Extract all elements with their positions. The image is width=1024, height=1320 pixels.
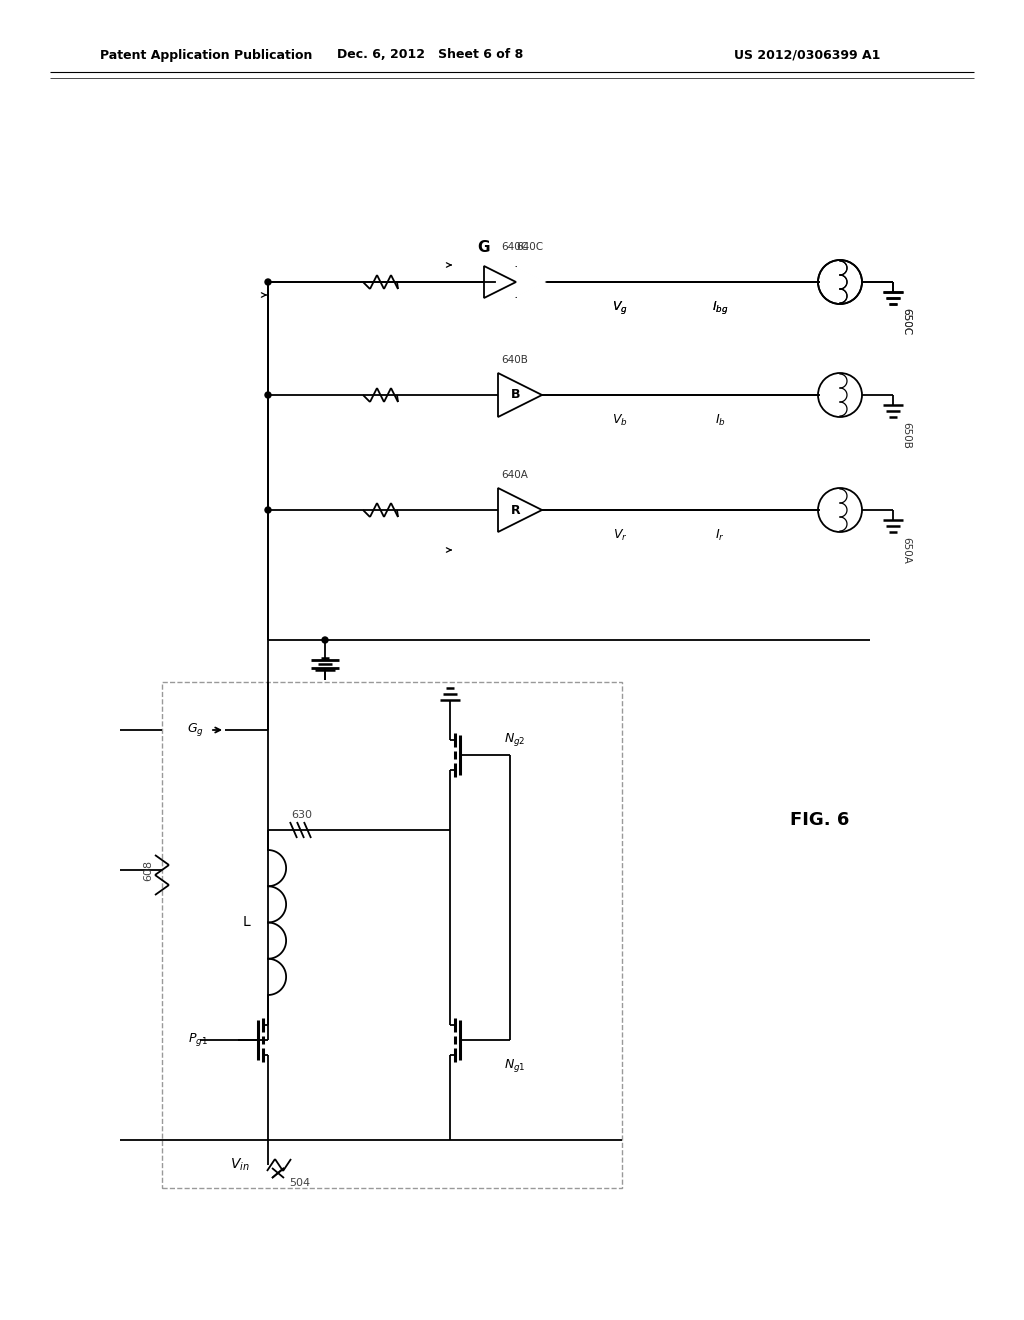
Text: R: R (511, 503, 521, 516)
Text: $I_{bg}$: $I_{bg}$ (712, 298, 728, 315)
Text: $G_g$: $G_g$ (186, 722, 204, 738)
Text: 650A: 650A (901, 536, 911, 564)
Text: 650B: 650B (901, 421, 911, 449)
Text: $V_{in}$: $V_{in}$ (230, 1156, 250, 1173)
Text: 504: 504 (290, 1177, 310, 1188)
Text: $P_{g1}$: $P_{g1}$ (188, 1031, 208, 1048)
Text: $I_b$: $I_b$ (715, 412, 725, 428)
Text: 650C: 650C (901, 309, 911, 335)
Text: $V_g$: $V_g$ (612, 298, 628, 315)
Text: $N_{g2}$: $N_{g2}$ (504, 731, 525, 748)
Circle shape (265, 392, 271, 399)
Text: $V_g$: $V_g$ (612, 298, 628, 315)
Text: $I_{bg}$: $I_{bg}$ (712, 298, 728, 315)
Polygon shape (498, 260, 542, 304)
Text: L: L (243, 915, 250, 929)
Text: $I_r$: $I_r$ (715, 528, 725, 543)
Text: 640B: 640B (502, 355, 528, 366)
Bar (162, 682, 622, 1188)
Text: G: G (511, 276, 521, 289)
Text: 608: 608 (143, 859, 153, 880)
Circle shape (265, 279, 271, 285)
Text: G: G (478, 239, 490, 255)
Text: Patent Application Publication: Patent Application Publication (100, 49, 312, 62)
Text: B: B (511, 388, 521, 401)
Text: $V_r$: $V_r$ (612, 528, 628, 543)
Text: FIG. 6: FIG. 6 (791, 810, 850, 829)
Text: $V_b$: $V_b$ (612, 412, 628, 428)
Text: 640C: 640C (516, 242, 544, 252)
Text: 630: 630 (292, 810, 312, 820)
Text: US 2012/0306399 A1: US 2012/0306399 A1 (733, 49, 880, 62)
Text: Dec. 6, 2012   Sheet 6 of 8: Dec. 6, 2012 Sheet 6 of 8 (337, 49, 523, 62)
Text: 640C: 640C (502, 242, 528, 252)
Text: $N_{g1}$: $N_{g1}$ (504, 1056, 525, 1073)
Text: 640A: 640A (502, 470, 528, 480)
Circle shape (322, 638, 328, 643)
Circle shape (265, 507, 271, 513)
Text: 650C: 650C (901, 309, 911, 335)
